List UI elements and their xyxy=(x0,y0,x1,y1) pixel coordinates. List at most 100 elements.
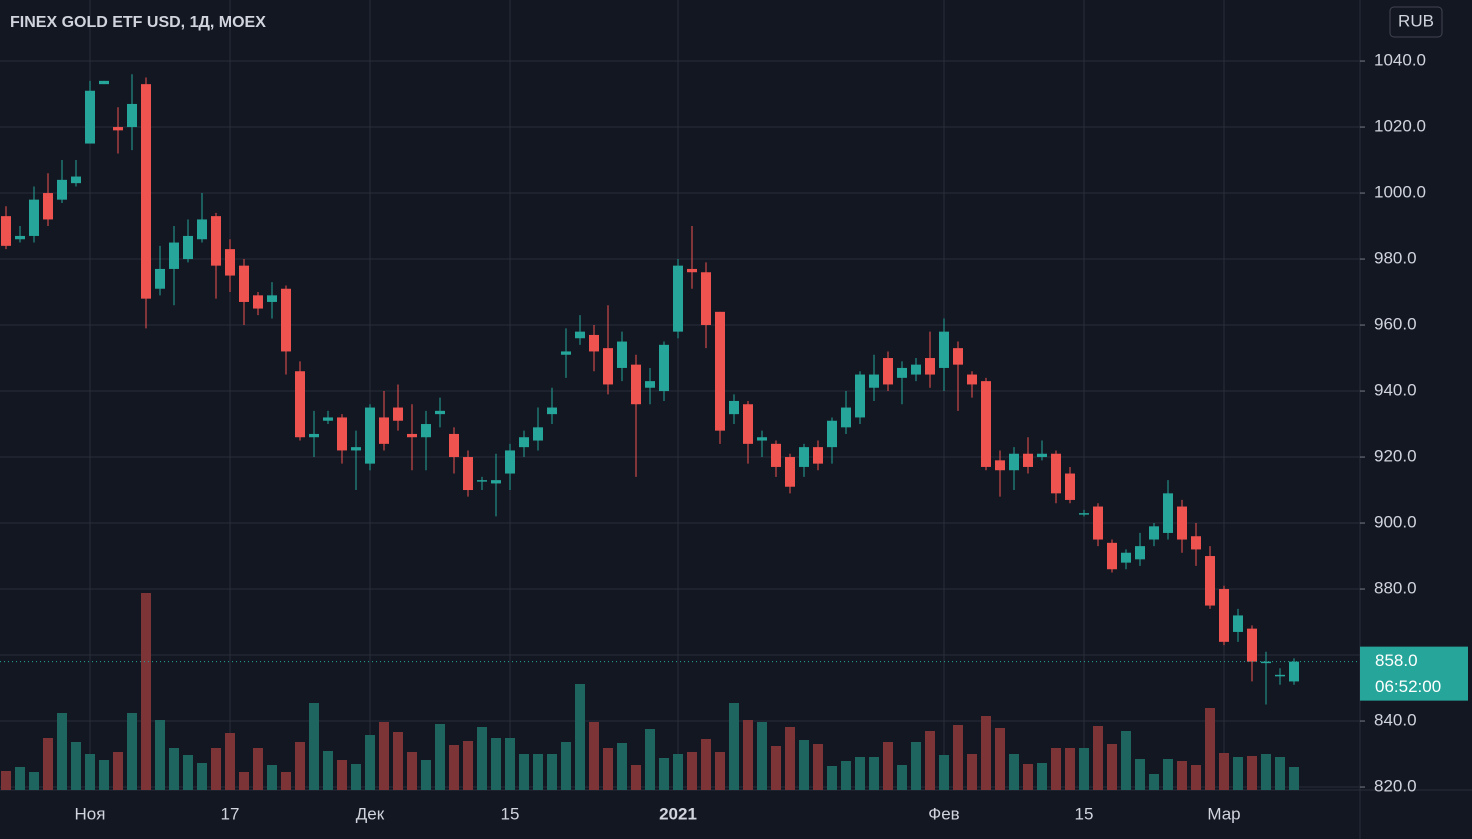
volume-bar xyxy=(953,725,963,790)
candle-body xyxy=(505,450,515,474)
volume-bar xyxy=(701,739,711,790)
candle-body xyxy=(813,447,823,464)
candle-body xyxy=(673,265,683,332)
candle-body xyxy=(883,358,893,385)
x-tick-label: Мар xyxy=(1207,804,1240,823)
candle-body xyxy=(701,272,711,326)
y-tick-label: 900.0 xyxy=(1374,513,1417,532)
volume-bar xyxy=(1009,754,1019,790)
candle-body xyxy=(869,374,879,388)
volume-bar xyxy=(813,744,823,790)
volume-bar xyxy=(421,760,431,790)
candle-body xyxy=(1177,506,1187,540)
candle-body xyxy=(169,242,179,269)
x-tick-label: Фев xyxy=(928,804,959,823)
candle-body xyxy=(841,407,851,428)
volume-bar xyxy=(757,722,767,790)
volume-bar xyxy=(1121,731,1131,790)
volume-bar xyxy=(71,742,81,790)
candle-body xyxy=(421,424,431,438)
volume-bar xyxy=(729,703,739,790)
volume-bar xyxy=(337,760,347,790)
volume-bar xyxy=(1037,763,1047,790)
volume-bar xyxy=(1065,748,1075,790)
candle-body xyxy=(785,457,795,487)
y-tick-label: 820.0 xyxy=(1374,777,1417,796)
x-tick-label: Ноя xyxy=(75,804,106,823)
candle-body xyxy=(379,417,389,444)
volume-bar xyxy=(239,772,249,790)
candle-body xyxy=(953,348,963,365)
volume-bar xyxy=(1233,757,1243,790)
volume-bar xyxy=(267,765,277,790)
candle-body xyxy=(1121,552,1131,563)
volume-bar xyxy=(673,754,683,790)
candle-body xyxy=(365,407,375,464)
currency-box[interactable] xyxy=(1389,6,1443,38)
volume-bar xyxy=(29,772,39,790)
candle-body xyxy=(757,437,767,441)
volume-bar xyxy=(715,752,725,790)
candle-body xyxy=(645,381,655,388)
volume-bar xyxy=(799,740,809,790)
candle-body xyxy=(1247,628,1257,662)
x-tick-label: 2021 xyxy=(659,804,697,823)
candle-body xyxy=(351,447,361,451)
candle-body xyxy=(967,374,977,385)
volume-bar xyxy=(645,729,655,790)
volume-bar xyxy=(883,742,893,790)
volume-bar xyxy=(547,754,557,790)
y-tick-label: 960.0 xyxy=(1374,315,1417,334)
candle-body xyxy=(589,334,599,352)
x-tick-label: 17 xyxy=(221,804,240,823)
candle-body xyxy=(1233,615,1243,632)
candle-body xyxy=(547,407,557,415)
currency[interactable]: RUB xyxy=(1398,11,1434,30)
candle-body xyxy=(939,331,949,368)
candle-body xyxy=(1289,661,1299,682)
volume-bar xyxy=(939,755,949,790)
candle-body xyxy=(981,381,991,467)
volume-bar xyxy=(57,713,67,790)
volume-bar xyxy=(351,764,361,790)
candle-body xyxy=(855,374,865,418)
candle-body xyxy=(561,351,571,355)
candle-body xyxy=(925,358,935,375)
volume-bar xyxy=(15,767,25,790)
candle-body xyxy=(715,311,725,431)
volume-bar xyxy=(197,763,207,790)
volume-bar xyxy=(127,713,137,790)
volume-bar xyxy=(169,748,179,790)
volume-bar xyxy=(1079,748,1089,790)
volume-bar xyxy=(1107,744,1117,790)
volume-bar xyxy=(631,765,641,790)
volume-bar xyxy=(155,720,165,790)
volume-bar xyxy=(1289,767,1299,790)
volume-bar xyxy=(1163,759,1173,790)
candle-body xyxy=(1135,546,1145,560)
candle-body xyxy=(533,427,543,441)
volume-bar xyxy=(449,745,459,790)
candle-body xyxy=(197,219,207,240)
candle-body xyxy=(1,216,11,246)
y-tick-label: 1000.0 xyxy=(1374,183,1426,202)
volume-bar xyxy=(1,771,11,790)
candle-body xyxy=(99,80,109,85)
candle-body xyxy=(239,265,249,302)
x-tick-label: 15 xyxy=(501,804,520,823)
volume-bar xyxy=(477,727,487,790)
candle-body xyxy=(617,341,627,368)
volume-bar xyxy=(85,754,95,790)
candle-body xyxy=(1051,453,1061,494)
candle-body xyxy=(491,480,501,484)
candle-body xyxy=(225,249,235,276)
candle-body xyxy=(827,420,837,448)
candle-body xyxy=(477,480,487,482)
volume-bar xyxy=(435,724,445,790)
candle-body xyxy=(1065,473,1075,500)
volume-bar xyxy=(897,765,907,790)
volume-bar xyxy=(687,752,697,790)
candle-body xyxy=(113,127,123,131)
